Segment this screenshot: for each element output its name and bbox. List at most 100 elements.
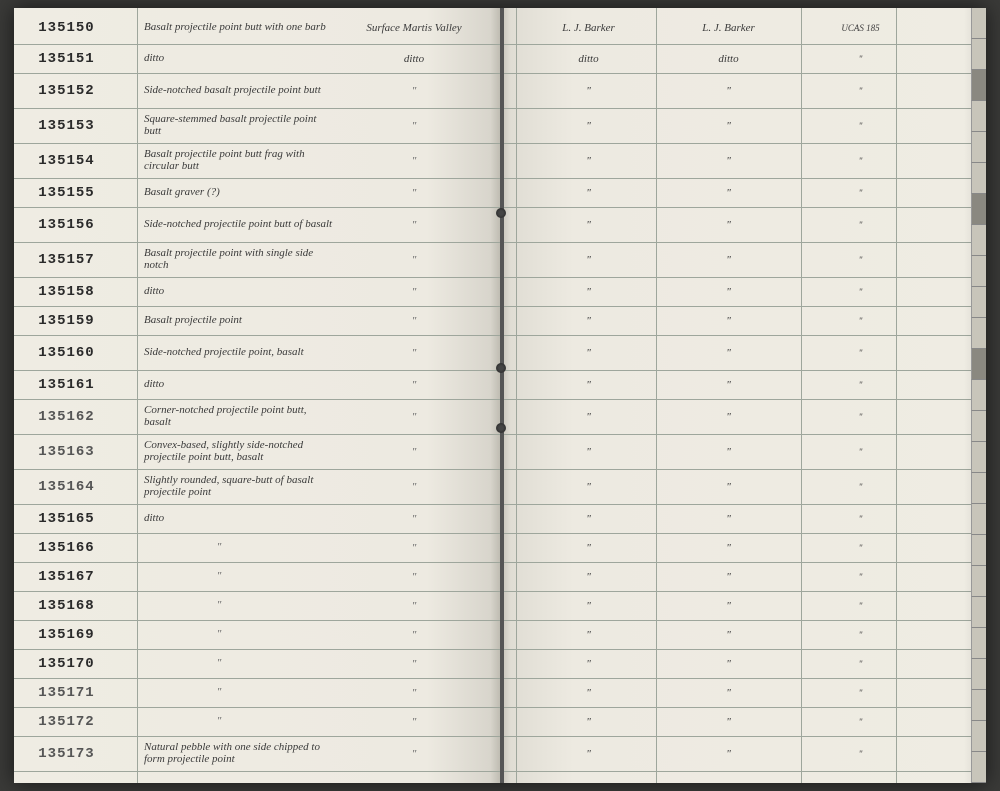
- reference: ": [831, 55, 891, 64]
- ledger-book: 135150Basalt projectile point butt with …: [14, 8, 986, 783]
- catalog-number: 135154: [14, 153, 119, 169]
- description: Basalt projectile point: [144, 315, 334, 327]
- collector: ": [529, 513, 649, 525]
- reference: ": [831, 288, 891, 297]
- description: ditto: [144, 513, 334, 525]
- donor: ": [669, 411, 789, 423]
- ledger-row: 135167"": [14, 563, 500, 592]
- ledger-row-right: """: [501, 679, 987, 708]
- ledger-row: 135155Basalt graver (?)": [14, 179, 500, 208]
- left-page: 135150Basalt projectile point butt with …: [14, 8, 501, 783]
- donor: ": [669, 347, 789, 359]
- donor: ": [669, 716, 789, 728]
- description: Slightly rounded, square-butt of basalt …: [144, 475, 334, 498]
- description: ": [204, 687, 234, 699]
- reference: ": [831, 631, 891, 640]
- locality: ": [339, 85, 489, 97]
- ledger-row: 135172"": [14, 708, 500, 737]
- locality: ": [339, 658, 489, 670]
- reference: ": [831, 413, 891, 422]
- reference: ": [831, 87, 891, 96]
- locality: ": [339, 286, 489, 298]
- collector: ": [529, 187, 649, 199]
- reference: ": [831, 157, 891, 166]
- ledger-row-right: " " ": [501, 278, 987, 307]
- ledger-row-right: " " ": [501, 400, 987, 435]
- description: Side-notched projectile point, basalt: [144, 347, 334, 359]
- ledger-row: 135163Convex-based, slightly side-notche…: [14, 435, 500, 470]
- catalog-number: 135172: [14, 714, 119, 730]
- catalog-number: 135174: [14, 781, 119, 783]
- ledger-row-right: """: [501, 772, 987, 783]
- description: Basalt graver (?): [144, 187, 334, 199]
- locality: ": [339, 254, 489, 266]
- description: Basalt projectile point butt with one ba…: [144, 22, 334, 34]
- locality: ": [339, 347, 489, 359]
- ledger-row-right: """: [501, 208, 987, 243]
- donor: ": [669, 286, 789, 298]
- description: ": [204, 542, 234, 554]
- ledger-row-right: """: [501, 435, 987, 470]
- catalog-number: 135169: [14, 627, 119, 643]
- collector: ": [529, 120, 649, 132]
- collector: ": [529, 315, 649, 327]
- reference: ": [831, 573, 891, 582]
- reference: ": [831, 122, 891, 131]
- catalog-number: 135159: [14, 313, 119, 329]
- locality: ": [339, 379, 489, 391]
- ledger-row-right: """: [501, 534, 987, 563]
- locality: ": [339, 687, 489, 699]
- ledger-row: 135169"": [14, 621, 500, 650]
- locality: ditto: [339, 53, 489, 65]
- donor: ": [669, 629, 789, 641]
- reference: ": [831, 317, 891, 326]
- description: Convex-based, slightly side-notched proj…: [144, 440, 334, 463]
- ledger-row-right: L. J. BarkerL. J. BarkerUCAS 185: [501, 12, 987, 45]
- donor: ": [669, 155, 789, 167]
- ledger-row-right: """: [501, 737, 987, 772]
- ledger-row: 135153Square-stemmed basalt projectile p…: [14, 109, 500, 144]
- collector: ": [529, 347, 649, 359]
- ledger-row: 135174Wide laurel-leaf projectile point …: [14, 772, 500, 783]
- collector: ": [529, 600, 649, 612]
- reference: ": [831, 718, 891, 727]
- donor: ditto: [669, 53, 789, 65]
- catalog-number: 135162: [14, 409, 119, 425]
- donor: ": [669, 187, 789, 199]
- donor: ": [669, 542, 789, 554]
- locality: ": [339, 513, 489, 525]
- description: Basalt projectile point with single side…: [144, 248, 334, 271]
- collector: ": [529, 748, 649, 760]
- ledger-row-right: """: [501, 563, 987, 592]
- catalog-number: 135153: [14, 118, 119, 134]
- donor: ": [669, 513, 789, 525]
- collector: ditto: [529, 53, 649, 65]
- donor: ": [669, 446, 789, 458]
- collector: ": [529, 286, 649, 298]
- reference: UCAS 185: [831, 24, 891, 33]
- ledger-row: 135166"": [14, 534, 500, 563]
- description: Basalt projectile point butt frag with c…: [144, 149, 334, 172]
- catalog-number: 135168: [14, 598, 119, 614]
- catalog-number: 135165: [14, 511, 119, 527]
- ledger-row-right: """: [501, 144, 987, 179]
- locality: ": [339, 155, 489, 167]
- reference: ": [831, 515, 891, 524]
- reference: ": [831, 544, 891, 553]
- donor: ": [669, 315, 789, 327]
- description: Natural pebble with one side chipped to …: [144, 742, 334, 765]
- description: ": [204, 571, 234, 583]
- ledger-row-right: ditto ditto ": [501, 45, 987, 74]
- ledger-row: 135159Basalt projectile point": [14, 307, 500, 336]
- catalog-number: 135151: [14, 51, 119, 67]
- ledger-row: 135151dittoditto: [14, 45, 500, 74]
- ledger-row-right: """: [501, 371, 987, 400]
- locality: ": [339, 446, 489, 458]
- collector: ": [529, 411, 649, 423]
- donor: ": [669, 687, 789, 699]
- catalog-number: 135158: [14, 284, 119, 300]
- reference: ": [831, 256, 891, 265]
- donor: ": [669, 481, 789, 493]
- description: ": [204, 629, 234, 641]
- donor: ": [669, 600, 789, 612]
